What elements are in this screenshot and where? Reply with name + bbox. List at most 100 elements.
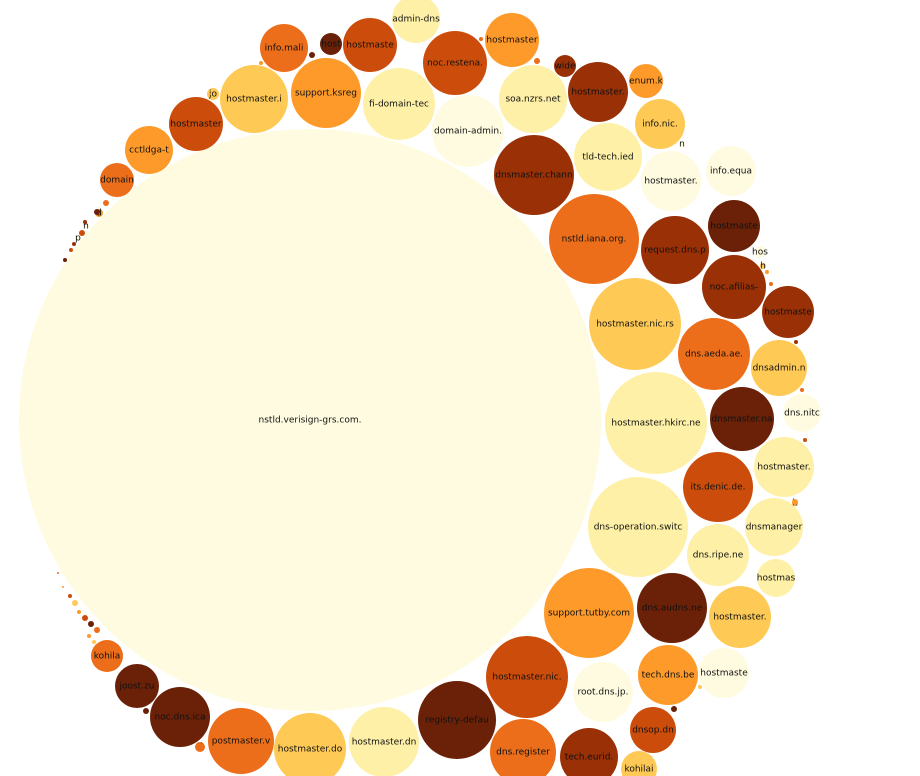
bubble-circle[interactable] [762, 286, 814, 338]
bubble[interactable]: host [320, 33, 342, 55]
bubble-circle[interactable] [641, 151, 701, 211]
bubble[interactable]: cctldga-t [125, 126, 173, 174]
bubble[interactable]: nstld.iana.org. [549, 194, 639, 284]
bubble-circle[interactable] [678, 318, 750, 390]
bubble-circle[interactable] [100, 163, 134, 197]
bubble[interactable]: info.mali [260, 24, 308, 72]
bubble-circle[interactable] [343, 18, 397, 72]
bubble[interactable]: tech.dns.be [638, 645, 698, 705]
bubble-circle[interactable] [706, 146, 756, 196]
bubble[interactable]: h [83, 222, 89, 232]
bubble[interactable]: admin-dns [392, 0, 440, 43]
bubble[interactable]: noc.dns.ica [150, 687, 210, 747]
bubble-circle[interactable] [709, 586, 771, 648]
bubble[interactable]: tld-tech.ied [574, 123, 642, 191]
bubble[interactable]: hostmaster. [568, 62, 628, 122]
bubble-circle[interactable] [544, 568, 634, 658]
bubble-circle[interactable] [574, 123, 642, 191]
bubble-circle[interactable] [291, 58, 361, 128]
bubble-circle[interactable] [220, 65, 288, 133]
bubble[interactable]: info.equa [706, 146, 756, 196]
bubble[interactable]: joost.zu [115, 664, 159, 708]
bubble[interactable]: dns.audns.ne [637, 573, 707, 643]
bubble-circle[interactable] [630, 707, 676, 753]
bubble-circle[interactable] [589, 278, 681, 370]
bubble-circle[interactable] [349, 707, 419, 776]
bubble-circle[interactable] [423, 31, 487, 95]
bubble-circle[interactable] [629, 64, 663, 98]
bubble[interactable]: hos [752, 246, 768, 258]
bubble[interactable]: dns.aeda.ae. [678, 318, 750, 390]
bubble-circle[interactable] [260, 24, 308, 72]
bubble[interactable]: postmaster.v [208, 708, 274, 774]
bubble-circle[interactable] [754, 437, 814, 497]
bubble[interactable]: dnsmanager [745, 498, 803, 556]
bubble[interactable]: noc.restena. [423, 31, 487, 95]
bubble-circle[interactable] [757, 559, 795, 597]
bubble[interactable]: dns.nitc [783, 394, 821, 432]
bubble-circle[interactable] [494, 135, 574, 215]
bubble-circle[interactable] [125, 126, 173, 174]
bubble[interactable]: dnsmaster.na [710, 387, 774, 451]
bubble[interactable]: wide [554, 55, 576, 77]
bubble-circle[interactable] [588, 477, 688, 577]
bubble-circle[interactable] [418, 681, 496, 759]
bubble[interactable]: hostmaster. [754, 437, 814, 497]
bubble-circle[interactable] [486, 636, 568, 718]
bubble-circle[interactable] [638, 645, 698, 705]
bubble-circle[interactable] [490, 719, 556, 776]
bubble-circle[interactable] [710, 387, 774, 451]
bubble[interactable]: hostmaste [699, 648, 749, 698]
bubble[interactable]: nstld.verisign-grs.com. [19, 129, 601, 711]
bubble[interactable]: dns.ripe.ne [687, 524, 749, 586]
bubble-circle[interactable] [635, 99, 685, 149]
bubble[interactable]: hostmaster.dn [349, 707, 419, 776]
bubble[interactable]: p [75, 234, 81, 244]
bubble[interactable]: jo [207, 88, 219, 100]
bubble[interactable]: hostmaste [708, 200, 760, 252]
bubble[interactable]: noc.afilias- [702, 255, 766, 319]
bubble[interactable]: enum.k [629, 64, 664, 98]
bubble-circle[interactable] [549, 194, 639, 284]
bubble[interactable]: h [760, 262, 766, 272]
bubble-circle[interactable] [754, 246, 766, 258]
bubble-circle[interactable] [702, 255, 766, 319]
bubble-circle[interactable] [641, 216, 709, 284]
bubble[interactable]: hostmaster.hkirc.ne [605, 372, 707, 474]
bubble-circle[interactable] [485, 13, 539, 67]
bubble[interactable]: hostmaster [485, 13, 539, 67]
bubble-circle[interactable] [560, 728, 618, 776]
bubble[interactable]: support.tutby.com [544, 568, 634, 658]
bubble[interactable]: hostmaster.nic.rs [589, 278, 681, 370]
bubble-circle[interactable] [75, 235, 81, 241]
bubble-circle[interactable] [274, 713, 346, 776]
bubble[interactable]: kohilai [621, 751, 657, 776]
bubble[interactable]: dnsadmin.n [751, 340, 807, 396]
bubble-circle[interactable] [19, 129, 601, 711]
bubble[interactable]: hostmaster.do [274, 713, 346, 776]
bubble[interactable]: hostmaste [343, 18, 397, 72]
bubble[interactable]: hostmaste [762, 286, 814, 338]
bubble-circle[interactable] [91, 640, 123, 672]
bubble-circle[interactable] [208, 708, 274, 774]
bubble-circle[interactable] [605, 372, 707, 474]
bubble[interactable]: hostmas [757, 559, 796, 597]
bubble-circle[interactable] [745, 498, 803, 556]
bubble[interactable]: hostmaster. [641, 151, 701, 211]
bubble-circle[interactable] [783, 394, 821, 432]
bubble-circle[interactable] [169, 97, 223, 151]
bubble-circle[interactable] [392, 0, 440, 43]
bubble[interactable]: domain [100, 163, 134, 197]
bubble[interactable]: fi-domain-tec [363, 68, 435, 140]
bubble[interactable]: n [679, 140, 685, 150]
bubble-circle[interactable] [573, 662, 633, 722]
bubble[interactable]: dnsop.dn [630, 707, 676, 753]
bubble-circle[interactable] [568, 62, 628, 122]
bubble-circle[interactable] [683, 452, 753, 522]
bubble[interactable]: kohila [91, 640, 123, 672]
bubble-circle[interactable] [708, 200, 760, 252]
bubble[interactable]: registry-defau [418, 681, 496, 759]
bubble[interactable]: hostmaster.nic. [486, 636, 568, 718]
bubble[interactable]: root.dns.jp. [573, 662, 633, 722]
bubble-circle[interactable] [751, 340, 807, 396]
